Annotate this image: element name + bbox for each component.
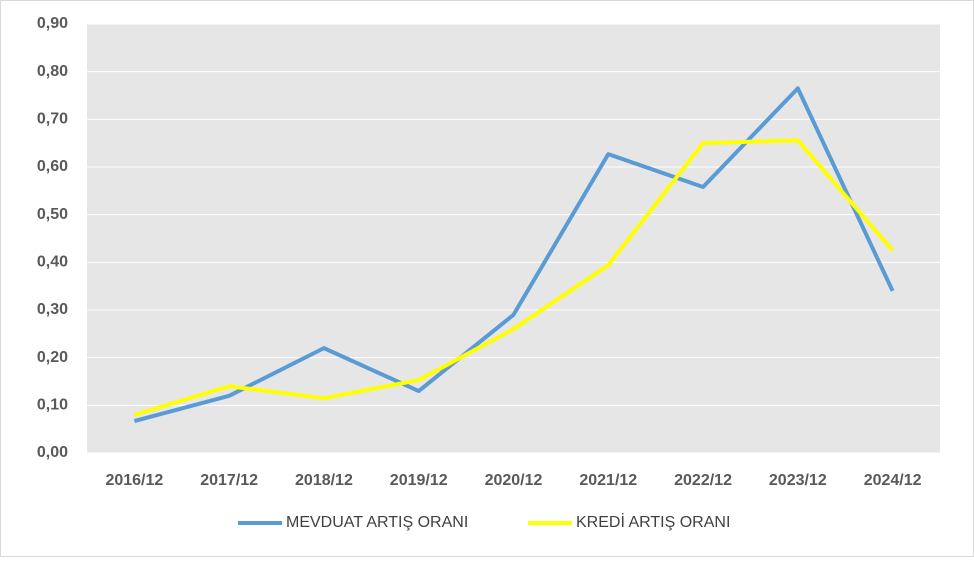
- series-line: [133, 86, 895, 423]
- x-tick-label: 2022/12: [674, 472, 732, 489]
- y-tick-label: 0,40: [37, 254, 68, 271]
- x-tick-label: 2021/12: [579, 472, 637, 489]
- y-tick-label: 0,70: [37, 111, 68, 128]
- x-tick-label: 2019/12: [390, 472, 448, 489]
- y-tick-label: 0,10: [37, 397, 68, 414]
- x-tick-label: 2016/12: [105, 472, 163, 489]
- series-line: [133, 138, 895, 417]
- x-tick-label: 2020/12: [485, 472, 543, 489]
- x-tick-label: 2018/12: [295, 472, 353, 489]
- y-tick-label: 0,50: [37, 206, 68, 223]
- y-tick-label: 0,90: [37, 15, 68, 32]
- y-tick-label: 0,80: [37, 63, 68, 80]
- x-tick-label: 2024/12: [864, 472, 922, 489]
- y-tick-label: 0,00: [37, 444, 68, 461]
- x-tick-label: 2023/12: [769, 472, 827, 489]
- y-tick-label: 0,30: [37, 301, 68, 318]
- y-tick-label: 0,60: [37, 158, 68, 175]
- legend-label: KREDİ ARTIŞ ORANI: [576, 512, 730, 531]
- y-tick-label: 0,20: [37, 349, 68, 366]
- legend-label: MEVDUAT ARTIŞ ORANI: [286, 514, 468, 531]
- x-tick-label: 2017/12: [200, 472, 258, 489]
- plot-area: [87, 24, 940, 453]
